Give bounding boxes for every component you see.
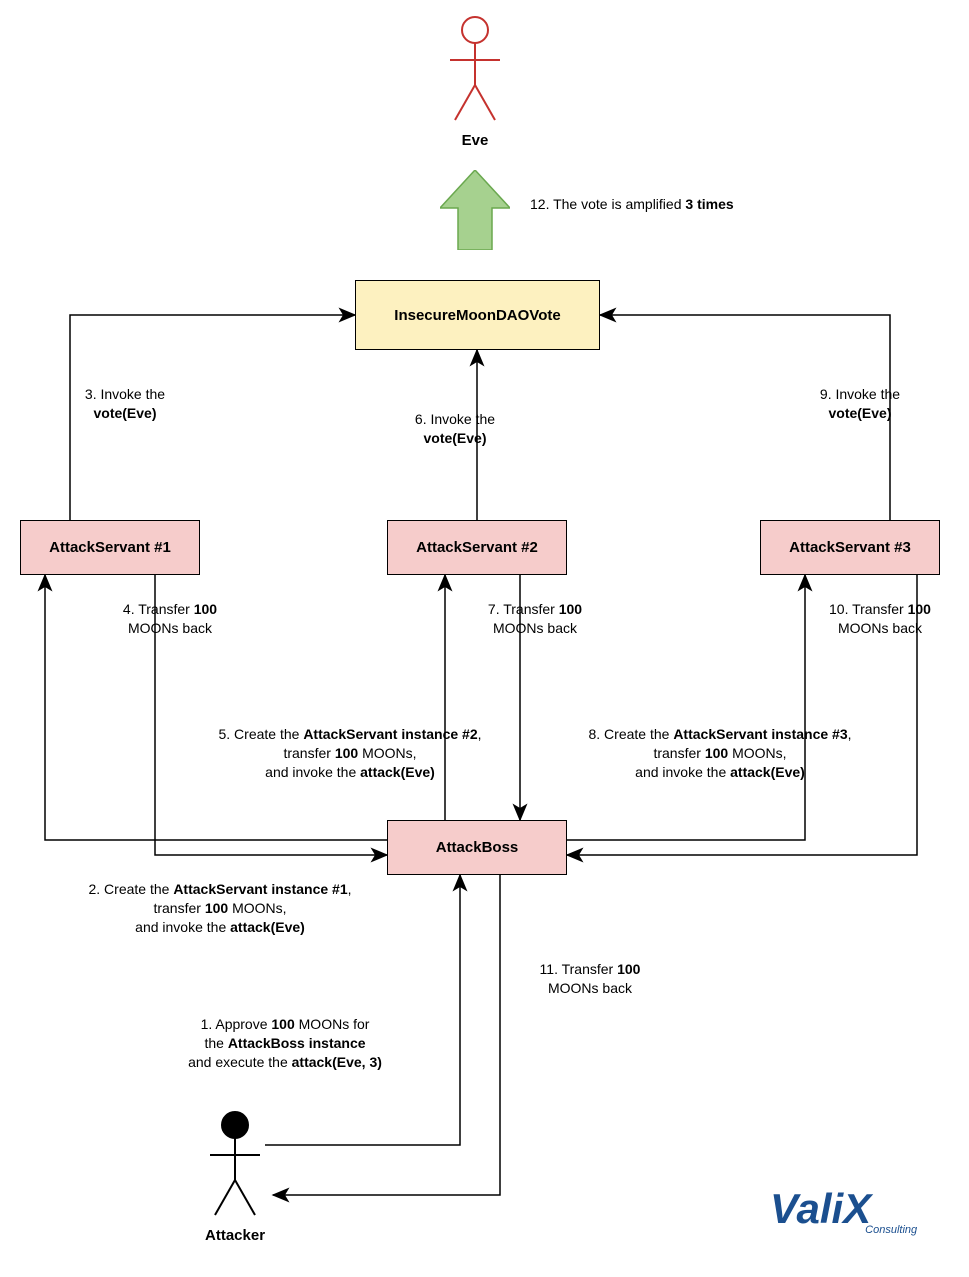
label-step6: 6. Invoke thevote(Eve) — [385, 410, 525, 448]
label-step11: 11. Transfer 100MOONs back — [505, 960, 675, 998]
label-step12: 12. The vote is amplified 3 times — [530, 195, 810, 214]
label-step3: 3. Invoke thevote(Eve) — [55, 385, 195, 423]
node-attackboss: AttackBoss — [387, 820, 567, 875]
node-boss-label: AttackBoss — [436, 839, 519, 856]
label-step5: 5. Create the AttackServant instance #2,… — [190, 725, 510, 782]
label-step8: 8. Create the AttackServant instance #3,… — [560, 725, 880, 782]
actor-eve: Eve — [445, 15, 505, 150]
label-step2: 2. Create the AttackServant instance #1,… — [60, 880, 380, 937]
label-step10: 10. Transfer 100MOONs back — [800, 600, 960, 638]
node-servant1: AttackServant #1 — [20, 520, 200, 575]
label-step4: 4. Transfer 100MOONs back — [90, 600, 250, 638]
node-dao: InsecureMoonDAOVote — [355, 280, 600, 350]
node-servant2-label: AttackServant #2 — [416, 539, 538, 556]
node-servant3: AttackServant #3 — [760, 520, 940, 575]
valix-logo: ValiXConsulting — [770, 1185, 923, 1233]
label-step9: 9. Invoke thevote(Eve) — [790, 385, 930, 423]
actor-attacker: Attacker — [205, 1110, 265, 1245]
node-servant1-label: AttackServant #1 — [49, 539, 171, 556]
label-step1: 1. Approve 100 MOONs forthe AttackBoss i… — [155, 1015, 415, 1072]
amplified-arrow — [440, 170, 510, 255]
node-dao-label: InsecureMoonDAOVote — [394, 307, 560, 324]
node-servant3-label: AttackServant #3 — [789, 539, 911, 556]
label-step7: 7. Transfer 100MOONs back — [455, 600, 615, 638]
node-servant2: AttackServant #2 — [387, 520, 567, 575]
